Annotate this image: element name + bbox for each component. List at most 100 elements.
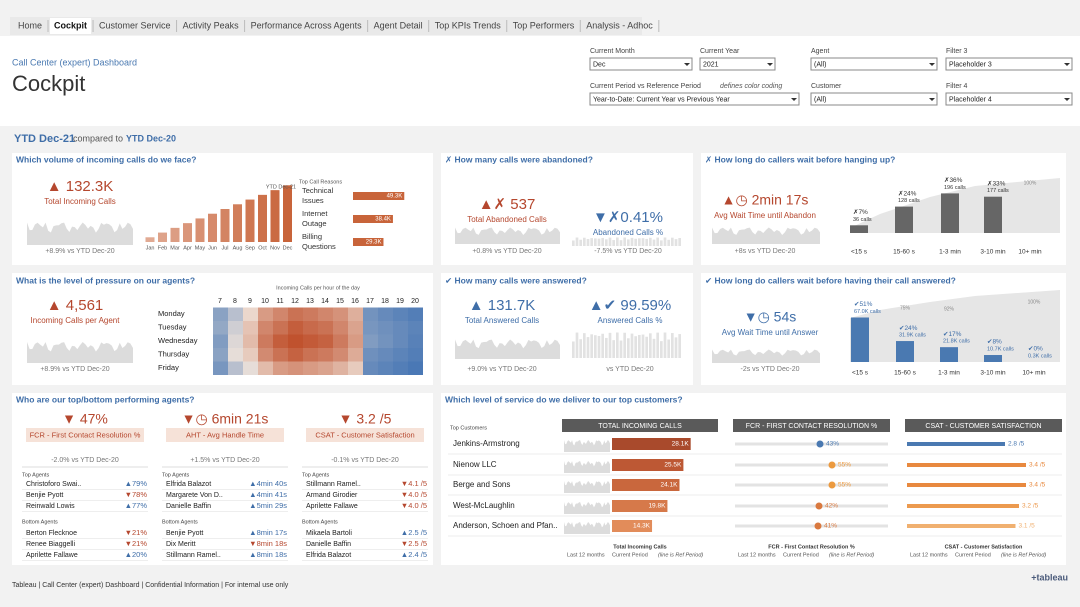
kpi-label: Total Answered Calls <box>465 316 539 325</box>
group-label: Top Agents <box>302 472 329 478</box>
agent-value: ▼4.0 /5 <box>401 490 427 499</box>
heatmap-cell <box>363 307 378 321</box>
agent-name: Elfrida Balazot <box>306 552 351 559</box>
heatmap-cell <box>363 361 378 375</box>
cumulative-label: 92% <box>944 306 955 312</box>
kpi-label: Total Incoming Calls <box>44 197 116 206</box>
bucket-bar <box>941 193 959 233</box>
sparkline-decoration <box>594 238 597 246</box>
heatmap-cell <box>333 348 348 362</box>
period-label: (line is Ref Period) <box>1001 552 1046 558</box>
hour-label: 10 <box>261 298 269 305</box>
calls-label: 177 calls <box>987 188 1009 194</box>
kpi-value: ▲✗ 537 <box>479 196 536 213</box>
filter-dropdown[interactable] <box>589 92 800 106</box>
fcr-dot <box>816 440 824 448</box>
month-label: Sep <box>245 245 255 251</box>
filter-value[interactable]: (All) <box>814 96 826 103</box>
hour-label: 14 <box>321 298 329 305</box>
kpi-value: ▼ 3.2 /5 <box>339 411 392 427</box>
footer-text: Tableau | Call Center (expert) Dashboard… <box>12 582 289 589</box>
calls-label: 196 calls <box>944 185 966 191</box>
dropdown-arrow <box>1064 63 1070 66</box>
sparkline-decoration <box>671 237 674 246</box>
tab[interactable]: Activity Peaks <box>183 20 240 30</box>
sparkline-decoration <box>27 222 133 245</box>
hour-label: 9 <box>248 298 252 305</box>
agent-name: Danielle Baffin <box>306 541 351 548</box>
sparkline-decoration <box>656 237 659 246</box>
sparkline-decoration <box>649 333 652 358</box>
month-bar <box>158 232 167 242</box>
sparkline-decoration <box>634 336 637 358</box>
filter-value[interactable]: Year-to-Date: Current Year vs Previous Y… <box>593 96 730 103</box>
sparkline-decoration <box>630 237 634 246</box>
filter-dropdown[interactable] <box>810 57 938 71</box>
heatmap-cell <box>288 321 303 335</box>
filter-value[interactable]: (All) <box>814 61 826 68</box>
heatmap-cell <box>273 361 288 375</box>
hour-label: 11 <box>276 298 283 305</box>
column-header-text: TOTAL INCOMING CALLS <box>598 423 682 430</box>
column-header <box>905 419 1062 432</box>
kpi-label-box <box>26 428 144 442</box>
value-label: ✗7% <box>853 209 868 216</box>
panel <box>441 273 693 385</box>
tab[interactable]: Cockpit <box>54 20 87 30</box>
heatmap-cell <box>303 348 318 362</box>
period-label: (line is Ref Period) <box>658 552 703 558</box>
heatmap-cell <box>318 321 333 335</box>
bucket-bar <box>984 355 1002 362</box>
kpi-value: ▲◷ 2min 17s <box>722 192 809 208</box>
sparkline-decoration <box>601 237 604 246</box>
filter-label: Current Year <box>700 48 740 55</box>
kpi-delta: vs YTD Dec-20 <box>606 366 653 373</box>
filter-value[interactable]: 2021 <box>703 61 719 68</box>
tab[interactable]: Customer Service <box>99 20 171 30</box>
agent-value: ▼8min 18s <box>249 539 287 548</box>
tab[interactable]: Performance Across Agents <box>251 20 363 30</box>
kpi-value: ▲ 132.3K <box>47 178 114 195</box>
heatmap-cell <box>363 334 378 348</box>
filter-value[interactable]: Placeholder 3 <box>949 61 992 68</box>
reason-bar <box>353 215 393 223</box>
hour-label: 19 <box>396 298 404 305</box>
sparkline-decoration <box>663 332 667 358</box>
calls-label: 21.8K calls <box>943 339 970 345</box>
heatmap-cell <box>318 307 333 321</box>
sparkline-decoration <box>638 238 641 246</box>
sparkline-decoration <box>572 341 575 358</box>
month-label: May <box>195 245 206 251</box>
tab[interactable]: Top KPIs Trends <box>435 20 502 30</box>
heatmap-cell <box>348 334 363 348</box>
tab[interactable]: Home <box>18 20 42 30</box>
calls-label: 0.3K calls <box>1028 353 1052 359</box>
filter-dropdown[interactable] <box>589 57 693 71</box>
heatmap-cell <box>408 348 423 362</box>
heatmap-cell <box>288 361 303 375</box>
filter-label: Agent <box>811 48 829 55</box>
tab[interactable]: Analysis - Adhoc <box>586 20 653 30</box>
agent-value: ▲8min 17s <box>249 528 287 537</box>
value-label: ✔51% <box>854 301 873 308</box>
heatmap-cell <box>348 307 363 321</box>
tab-active <box>50 18 92 34</box>
heatmap-cell <box>258 361 273 375</box>
cumulative-label: 100% <box>1024 180 1037 186</box>
filter-dropdown[interactable] <box>945 57 1073 71</box>
hour-label: 7 <box>218 298 222 305</box>
tab[interactable]: Agent Detail <box>374 20 423 30</box>
kpi-label: Abandoned Calls % <box>593 228 663 237</box>
filter-dropdown[interactable] <box>810 92 938 106</box>
filter-dropdown[interactable] <box>945 92 1073 106</box>
filter-value[interactable]: Placeholder 4 <box>949 96 992 103</box>
heatmap-cell <box>243 334 258 348</box>
tab[interactable]: Top Performers <box>513 20 575 30</box>
heatmap-cell <box>363 348 378 362</box>
sparkline-decoration <box>638 334 641 358</box>
heatmap-cell <box>393 348 408 362</box>
agent-value: ▲20% <box>125 550 148 559</box>
sparkline-decoration <box>645 238 648 246</box>
filter-dropdown[interactable] <box>699 57 776 71</box>
filter-value[interactable]: Dec <box>593 61 606 68</box>
